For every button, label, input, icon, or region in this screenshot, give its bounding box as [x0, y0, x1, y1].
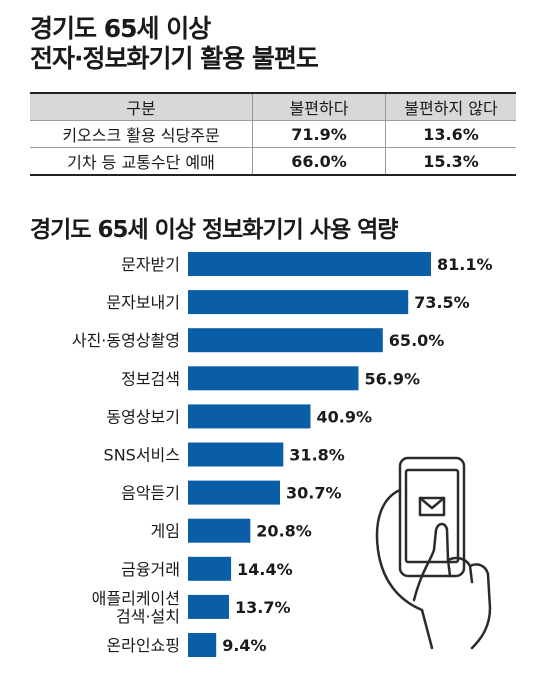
header-inconvenient: 불편하다 [252, 92, 386, 121]
category-label: SNS서비스 [104, 446, 180, 465]
bar [188, 594, 229, 619]
value-label: 40.9% [317, 407, 373, 426]
bar [188, 633, 217, 657]
smartphone-hand-icon [375, 456, 492, 650]
row-inconvenient: 71.9% [252, 120, 386, 148]
category-label: 음악듣기 [121, 484, 180, 503]
row-label: 기차 등 교통수단 예매 [30, 147, 253, 176]
value-label: 9.4% [222, 636, 266, 655]
value-label: 13.7% [235, 598, 291, 617]
value-label: 30.7% [286, 484, 342, 503]
inconvenience-table: 구분 불편하다 불편하지 않다 키오스크 활용 식당주문 71.9% 13.6%… [30, 92, 516, 176]
category-label: 정보검색 [121, 369, 180, 388]
category-label: 사진·동영상촬영 [72, 331, 180, 350]
table-header-row: 구분 불편하다 불편하지 않다 [30, 92, 516, 121]
table-title: 경기도 65세 이상 전자·정보화기기 활용 불편도 [30, 14, 319, 74]
category-label: 온라인쇼핑 [106, 636, 180, 655]
bar [188, 290, 409, 315]
bar [188, 366, 359, 391]
row-not-inconvenient: 15.3% [385, 147, 516, 176]
table-title-line2: 전자·정보화기기 활용 불편도 [30, 44, 319, 73]
bar [188, 518, 251, 543]
value-label: 31.8% [289, 446, 345, 465]
value-label: 73.5% [414, 293, 470, 312]
value-label: 20.8% [256, 522, 312, 541]
bar [188, 480, 280, 505]
category-label: 게임 [151, 522, 180, 541]
row-not-inconvenient: 13.6% [385, 120, 516, 148]
row-label: 키오스크 활용 식당주문 [30, 120, 253, 148]
header-category: 구분 [30, 92, 253, 121]
bar [188, 442, 284, 467]
table-row: 기차 등 교통수단 예매 66.0% 15.3% [30, 147, 516, 176]
bar-chart: 문자받기 81.1% 문자보내기 73.5% 사진·동영상촬영 65.0% 정보검색 56.9… [72, 252, 493, 657]
category-label: 애플리케이션 검색·설치 [92, 589, 180, 626]
value-label: 14.4% [237, 560, 293, 579]
value-label: 65.0% [389, 331, 445, 350]
category-label: 동영상보기 [106, 407, 180, 426]
table-title-line1: 경기도 65세 이상 [30, 14, 211, 43]
value-label: 56.9% [365, 369, 421, 388]
bar [188, 556, 232, 581]
row-inconvenient: 66.0% [252, 147, 386, 176]
category-label: 문자보내기 [106, 293, 180, 312]
chart-title: 경기도 65세 이상 정보화기기 사용 역량 [30, 217, 398, 243]
category-label: 금융거래 [121, 560, 180, 579]
category-label: 문자받기 [121, 255, 180, 274]
value-label: 81.1% [437, 255, 493, 274]
header-not-inconvenient: 불편하지 않다 [385, 92, 516, 121]
bar [188, 252, 431, 276]
table-row: 키오스크 활용 식당주문 71.9% 13.6% [30, 120, 516, 148]
bar [188, 328, 383, 353]
bar [188, 404, 311, 429]
